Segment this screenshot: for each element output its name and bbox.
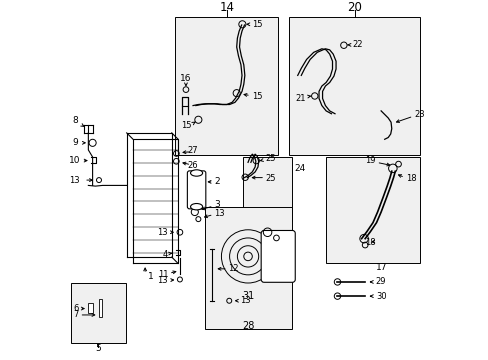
Text: 15: 15 <box>181 121 191 130</box>
Bar <box>288 17 419 155</box>
Text: 16: 16 <box>180 75 191 84</box>
FancyBboxPatch shape <box>261 230 295 282</box>
Text: 10: 10 <box>69 156 81 165</box>
FancyBboxPatch shape <box>187 171 205 209</box>
Text: 25: 25 <box>265 154 276 163</box>
Bar <box>99 299 102 317</box>
Bar <box>70 283 125 343</box>
Text: 1: 1 <box>147 272 153 281</box>
Text: 14: 14 <box>219 1 234 14</box>
Text: 27: 27 <box>187 146 198 155</box>
Bar <box>175 17 278 155</box>
Text: 3: 3 <box>214 201 220 210</box>
Text: 30: 30 <box>375 292 386 301</box>
Text: 2: 2 <box>214 177 220 186</box>
Text: 18: 18 <box>365 238 375 247</box>
Text: 12: 12 <box>228 264 239 273</box>
Text: 28: 28 <box>242 321 254 330</box>
Bar <box>242 157 292 221</box>
Text: 9: 9 <box>72 138 78 147</box>
Text: 17: 17 <box>375 263 386 272</box>
Text: 23: 23 <box>413 110 424 119</box>
Bar <box>88 302 93 313</box>
Text: 11: 11 <box>157 270 168 279</box>
Text: 13: 13 <box>157 228 168 237</box>
Text: 19: 19 <box>365 156 375 165</box>
Text: 7: 7 <box>73 310 79 319</box>
Text: 25: 25 <box>265 174 276 183</box>
Text: 8: 8 <box>72 116 78 125</box>
Text: 29: 29 <box>375 278 386 287</box>
Text: 20: 20 <box>346 1 361 14</box>
Text: 24: 24 <box>294 164 305 173</box>
Text: 21: 21 <box>294 94 305 103</box>
Text: 26: 26 <box>187 161 198 170</box>
Text: 13: 13 <box>157 276 168 285</box>
Ellipse shape <box>190 203 202 210</box>
Text: 13: 13 <box>240 296 250 305</box>
Bar <box>205 207 292 329</box>
Text: 15: 15 <box>251 20 262 29</box>
Text: 31: 31 <box>242 291 254 301</box>
Text: 22: 22 <box>352 40 363 49</box>
Text: 13: 13 <box>214 209 224 218</box>
Text: 18: 18 <box>405 174 416 183</box>
Text: 6: 6 <box>73 304 79 313</box>
Bar <box>325 157 419 264</box>
Text: 15: 15 <box>251 92 262 101</box>
Text: 4: 4 <box>163 250 168 259</box>
Ellipse shape <box>190 170 202 176</box>
Text: 5: 5 <box>95 344 101 353</box>
Text: 13: 13 <box>69 176 80 185</box>
